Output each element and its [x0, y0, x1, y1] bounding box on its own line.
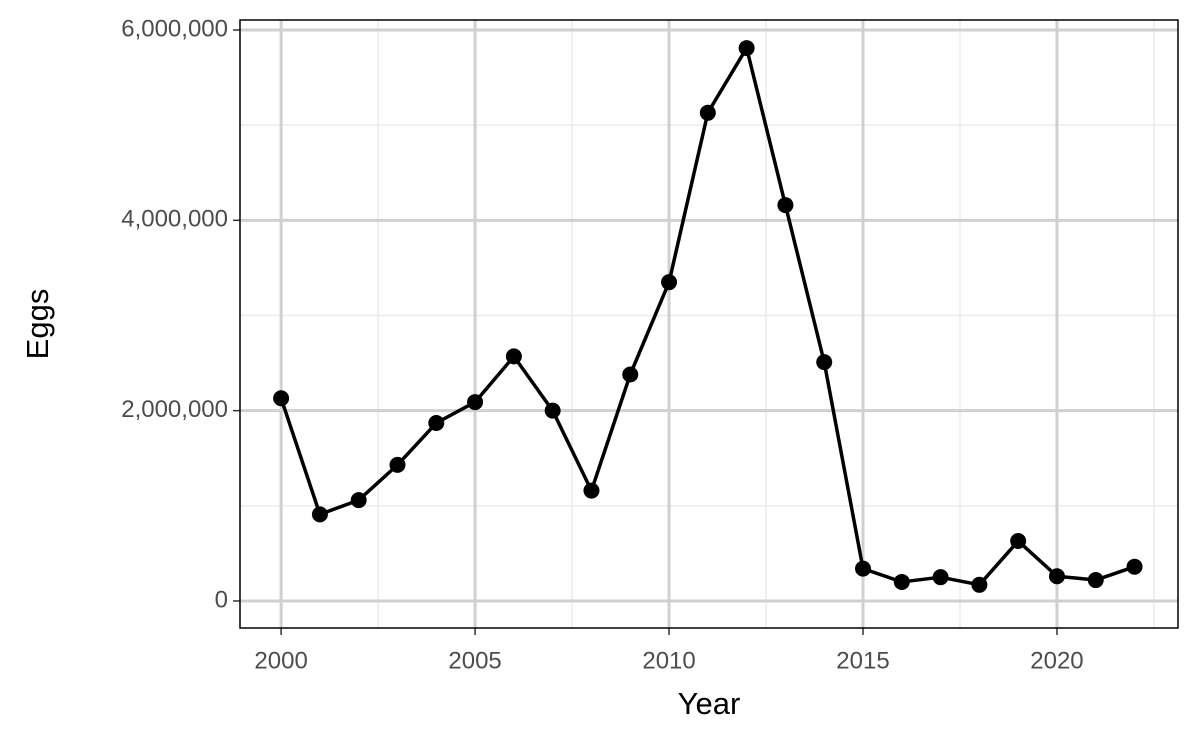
data-point	[893, 573, 910, 590]
data-point	[505, 348, 522, 365]
data-point	[467, 394, 484, 411]
data-point	[273, 390, 290, 407]
data-point	[932, 569, 949, 586]
data-point	[1087, 572, 1104, 589]
data-point	[389, 456, 406, 473]
data-point	[1010, 533, 1027, 550]
data-point	[816, 354, 833, 371]
data-point	[738, 40, 755, 57]
data-point	[622, 366, 639, 383]
y-tick-label: 0	[215, 586, 228, 613]
data-point	[661, 274, 678, 291]
data-point	[1048, 568, 1065, 585]
x-tick-label: 2010	[642, 647, 695, 674]
x-tick-label: 2015	[836, 647, 889, 674]
data-point	[777, 197, 794, 214]
data-point	[583, 482, 600, 499]
y-tick-label: 6,000,000	[121, 15, 228, 42]
data-point	[971, 576, 988, 593]
x-tick-label: 2020	[1030, 647, 1083, 674]
y-axis-title: Eggs	[20, 289, 55, 360]
data-point	[855, 560, 872, 577]
data-point	[699, 104, 716, 121]
plot-background	[240, 20, 1178, 628]
x-tick-label: 2000	[254, 647, 307, 674]
data-point	[311, 506, 328, 523]
x-axis-title: Year	[678, 686, 741, 721]
data-point	[544, 402, 561, 419]
data-point	[350, 492, 367, 509]
x-tick-label: 2005	[448, 647, 501, 674]
y-tick-label: 4,000,000	[121, 206, 228, 233]
data-point	[1126, 558, 1143, 575]
y-tick-label: 2,000,000	[121, 396, 228, 423]
data-point	[428, 415, 445, 432]
plot-border	[239, 19, 1179, 629]
